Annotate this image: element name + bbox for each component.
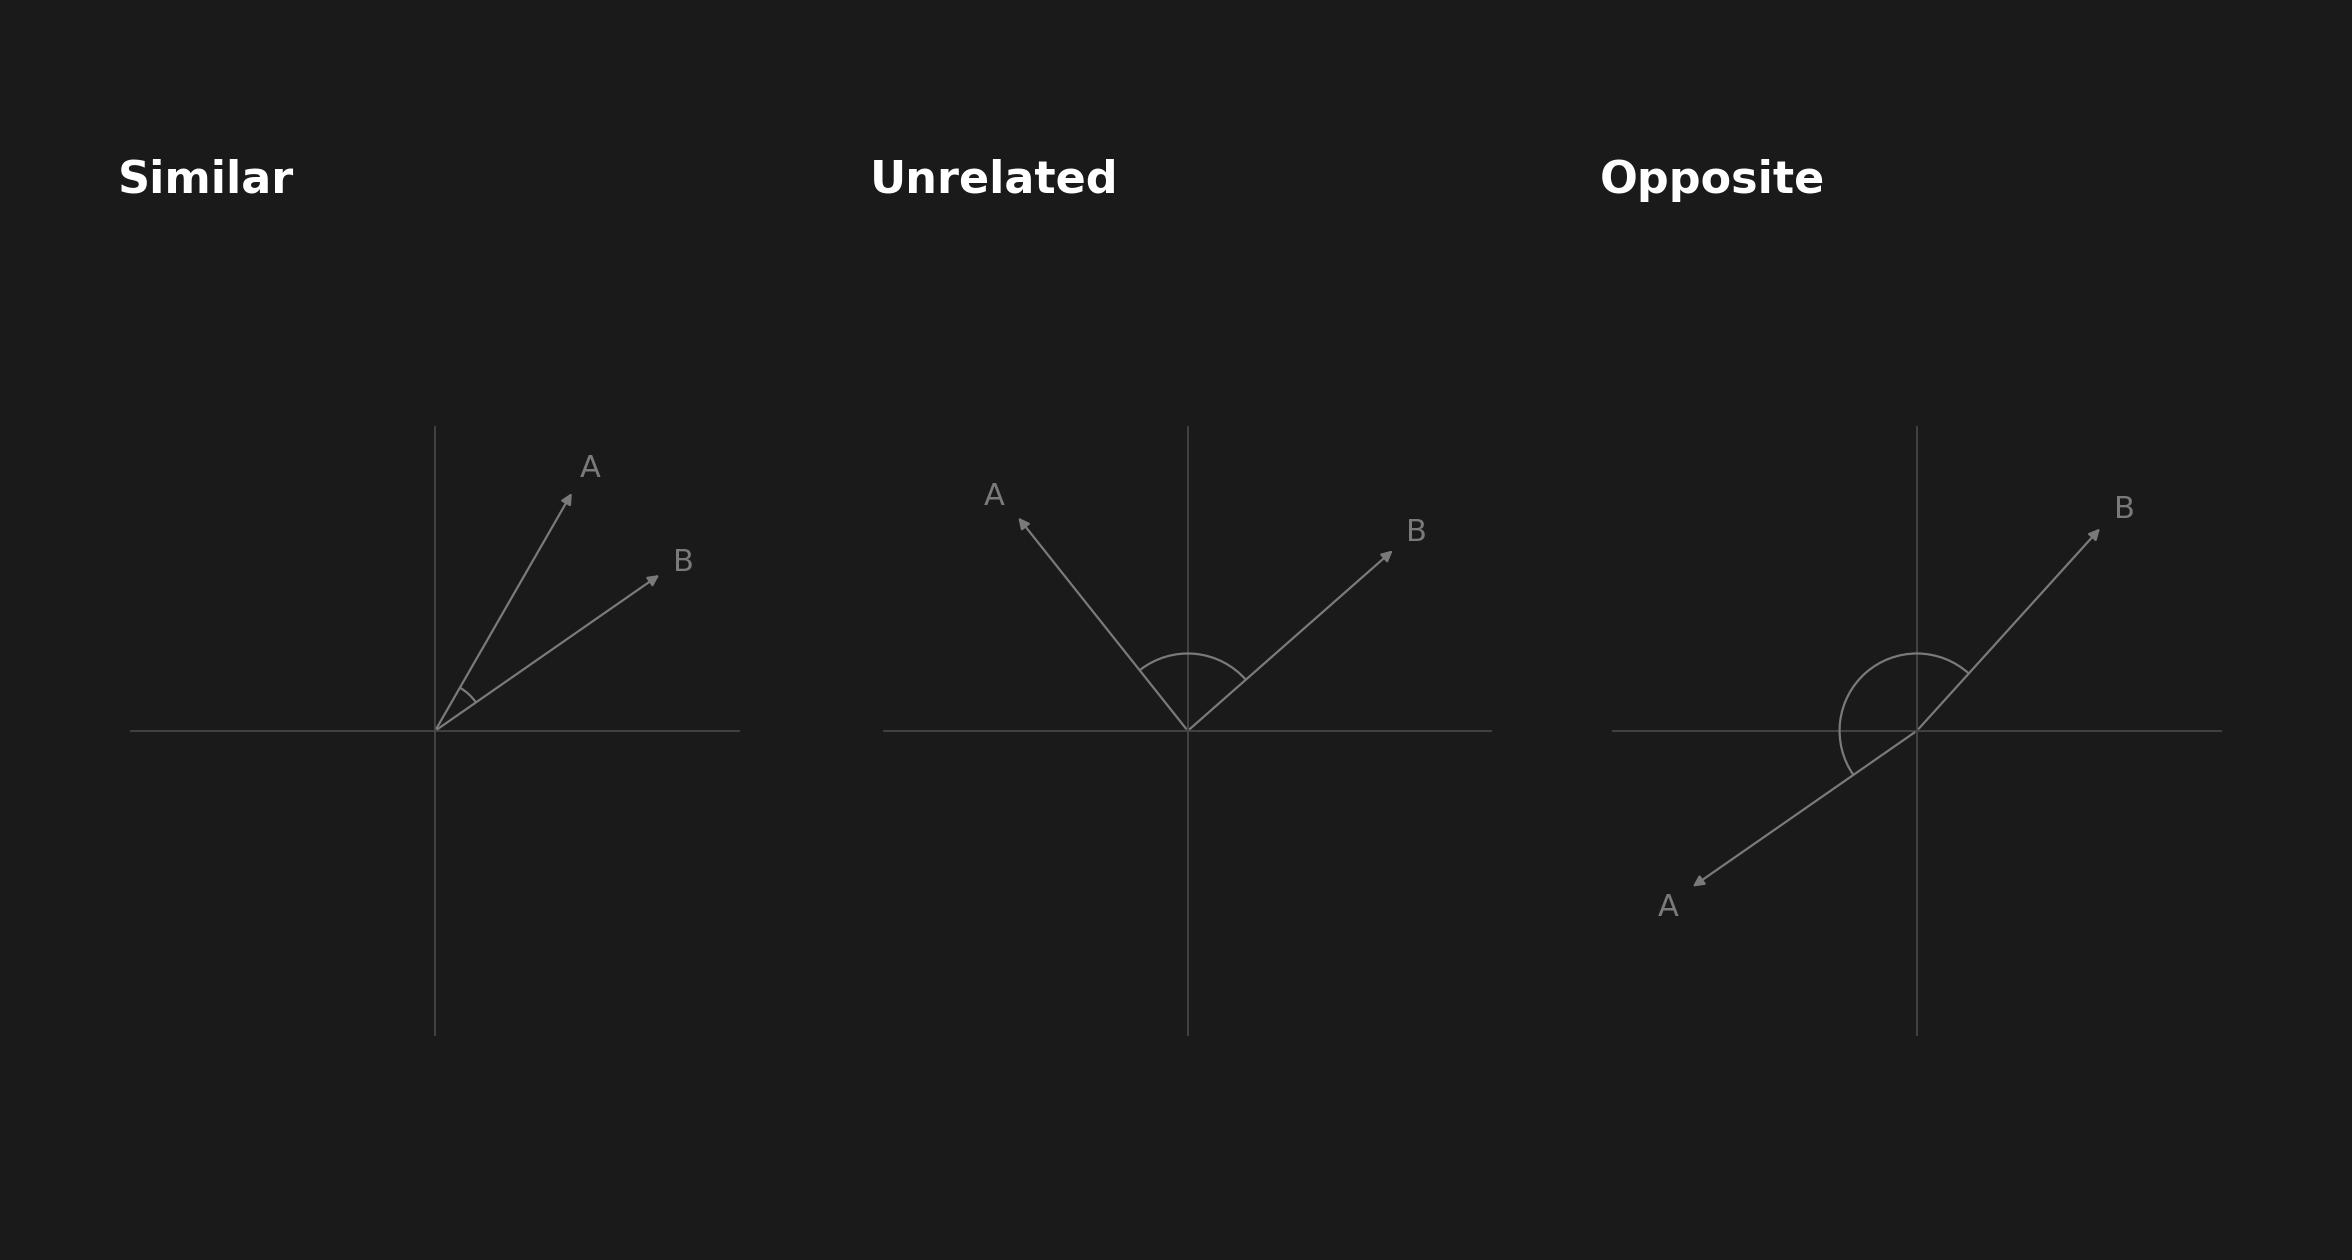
- Text: B: B: [2114, 495, 2133, 524]
- Text: B: B: [673, 548, 694, 577]
- Text: B: B: [1406, 518, 1428, 547]
- Text: A: A: [579, 454, 600, 483]
- Text: Similar: Similar: [118, 159, 294, 202]
- Text: Unrelated: Unrelated: [870, 159, 1120, 202]
- Text: A: A: [983, 481, 1004, 510]
- Text: A: A: [1658, 893, 1679, 922]
- Text: Opposite: Opposite: [1599, 159, 1825, 202]
